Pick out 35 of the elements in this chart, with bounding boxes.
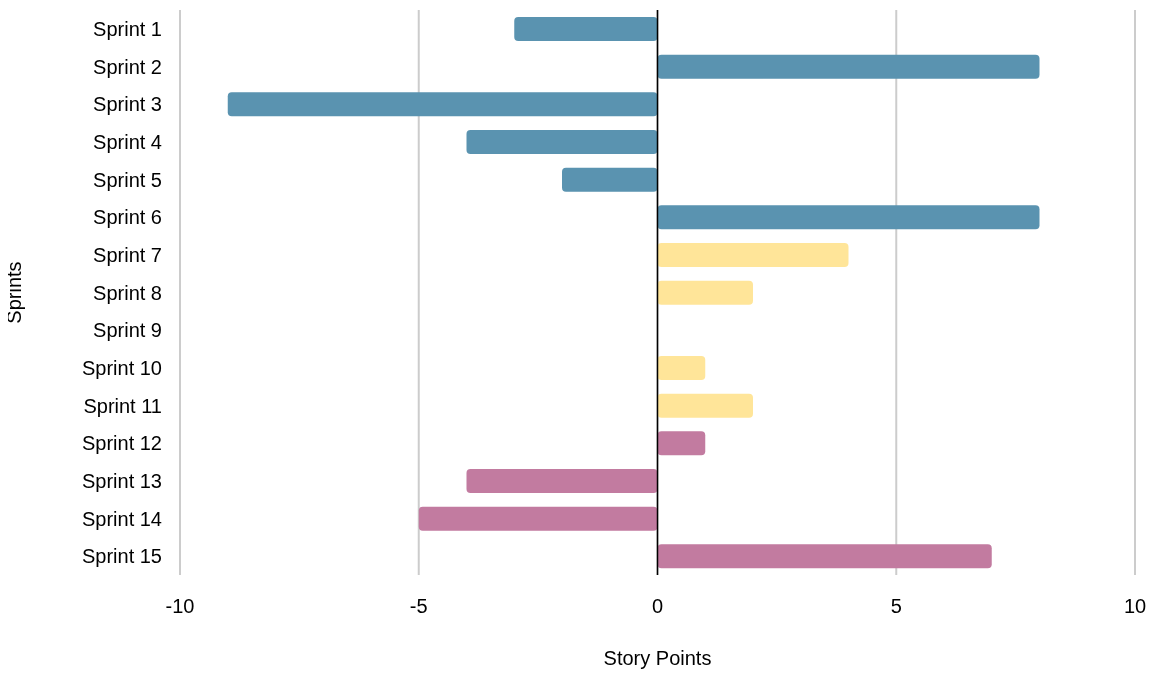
bar [657,356,706,380]
bar [657,544,992,569]
y-tick-label: Sprint 7 [93,243,162,266]
y-tick-label: Sprint 3 [93,93,162,116]
y-tick-label: Sprint 10 [81,356,162,379]
y-tick-label: Sprint 15 [81,545,162,568]
bar [227,92,658,117]
bar [657,205,1040,230]
x-tick-label: 5 [890,595,902,618]
bar [418,506,658,531]
x-axis-title: Story Points [603,647,712,669]
bar [657,393,753,418]
bar [657,54,1040,79]
bar [562,167,658,192]
y-tick-label: Sprint 4 [93,130,162,153]
y-tick-label: Sprint 8 [93,281,162,304]
x-tick-label: 0 [651,595,664,618]
bar [657,431,706,456]
y-tick-label: Sprint 13 [81,469,162,492]
y-tick-label: Sprint 14 [81,507,162,530]
y-tick-label: Sprint 2 [93,55,162,78]
x-tick-label: 10 [1123,595,1147,618]
bar [466,469,658,493]
bar [657,243,849,267]
y-tick-label: Sprint 11 [83,394,162,417]
y-tick-label: Sprint 9 [93,319,162,342]
y-tick-label: Sprint 5 [93,168,162,191]
y-tick-label: Sprint 12 [81,432,162,455]
bar [657,280,753,305]
x-tick-label: -10 [165,595,195,618]
x-tick-label: -5 [409,595,428,618]
y-tick-label: Sprint 1 [93,17,162,40]
bar [514,17,658,41]
bar [466,130,658,154]
y-tick-label: Sprint 6 [93,206,162,229]
